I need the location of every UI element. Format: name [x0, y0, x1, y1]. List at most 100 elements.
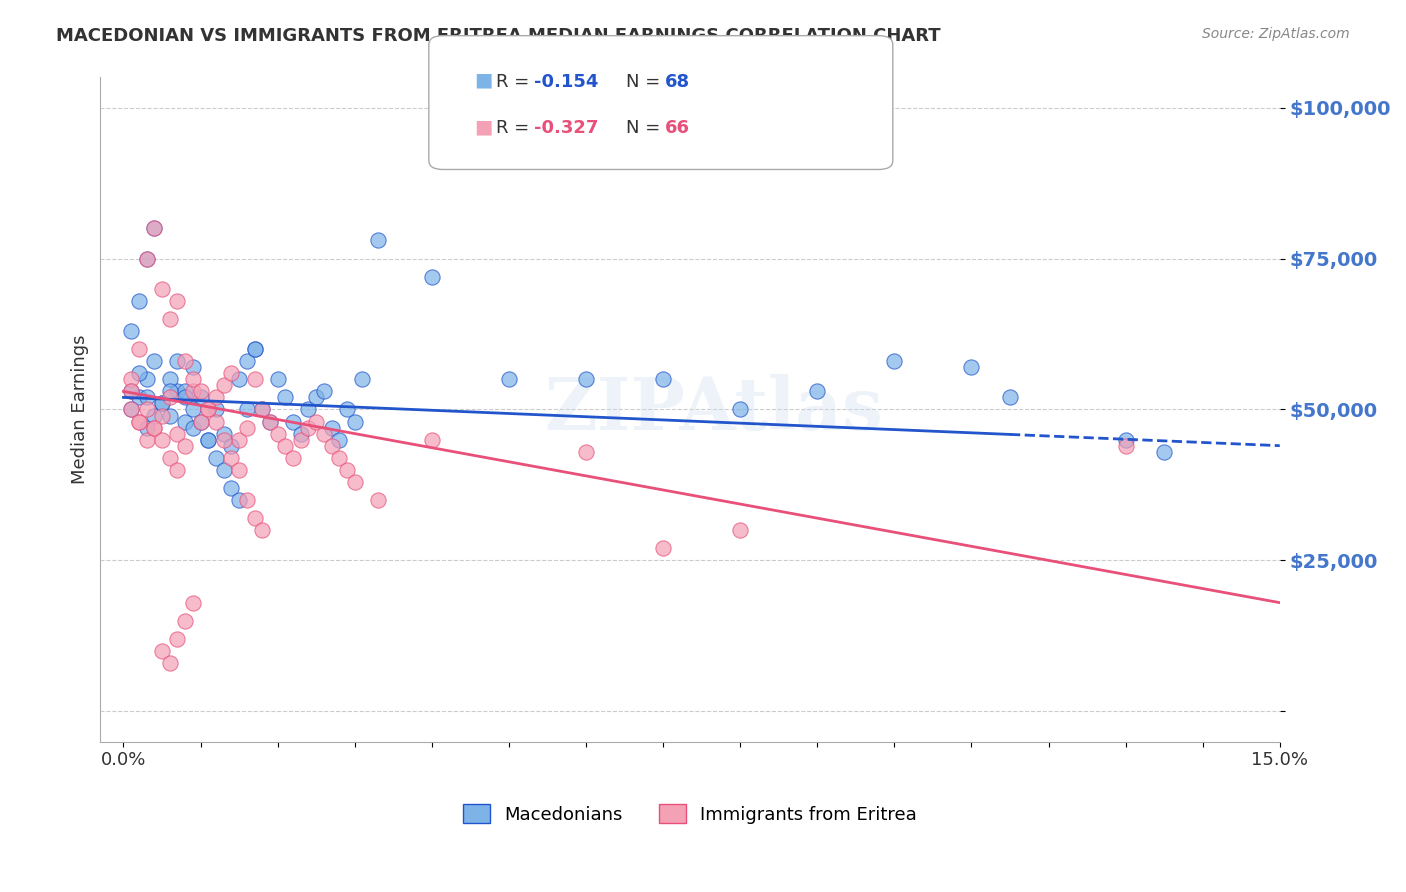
Point: [1115, 439, 1137, 453]
Point: [166, 354, 188, 368]
Point: [197, 402, 219, 417]
Point: [159, 384, 181, 399]
Point: [297, 402, 319, 417]
Point: [181, 402, 204, 417]
Point: [236, 420, 259, 434]
Point: [652, 541, 675, 556]
Point: [266, 372, 288, 386]
Point: [883, 354, 905, 368]
Point: [290, 433, 312, 447]
Point: [174, 391, 197, 405]
Point: [290, 426, 312, 441]
Point: [274, 391, 297, 405]
Point: [252, 402, 274, 417]
Point: [181, 360, 204, 375]
Point: [159, 372, 181, 386]
Point: [150, 644, 173, 658]
Text: ■: ■: [474, 70, 492, 90]
Point: [135, 372, 157, 386]
Point: [960, 360, 983, 375]
Text: MACEDONIAN VS IMMIGRANTS FROM ERITREA MEDIAN EARNINGS CORRELATION CHART: MACEDONIAN VS IMMIGRANTS FROM ERITREA ME…: [56, 27, 941, 45]
Text: -0.327: -0.327: [534, 120, 599, 137]
Point: [575, 372, 598, 386]
Y-axis label: Median Earnings: Median Earnings: [72, 334, 89, 484]
Point: [312, 384, 335, 399]
Point: [128, 415, 150, 429]
Point: [297, 420, 319, 434]
Point: [205, 415, 228, 429]
Point: [281, 415, 304, 429]
Point: [228, 372, 250, 386]
Point: [728, 523, 751, 537]
Point: [197, 433, 219, 447]
Point: [143, 354, 166, 368]
Point: [120, 324, 142, 338]
Point: [806, 384, 828, 399]
Point: [321, 439, 343, 453]
Point: [1153, 444, 1175, 458]
Point: [305, 391, 328, 405]
Text: ■: ■: [474, 117, 492, 136]
Point: [205, 402, 228, 417]
Point: [120, 384, 142, 399]
Point: [575, 444, 598, 458]
Point: [166, 384, 188, 399]
Point: [120, 372, 142, 386]
Text: N =: N =: [626, 73, 665, 91]
Point: [174, 354, 197, 368]
Point: [352, 372, 374, 386]
Point: [181, 384, 204, 399]
Point: [150, 396, 173, 410]
Point: [159, 312, 181, 326]
Point: [221, 366, 243, 380]
Point: [143, 221, 166, 235]
Point: [312, 426, 335, 441]
Point: [266, 426, 288, 441]
Text: Source: ZipAtlas.com: Source: ZipAtlas.com: [1202, 27, 1350, 41]
Point: [197, 433, 219, 447]
Point: [128, 415, 150, 429]
Point: [143, 221, 166, 235]
Point: [128, 391, 150, 405]
Text: R =: R =: [496, 73, 536, 91]
Text: 66: 66: [665, 120, 690, 137]
Point: [190, 415, 212, 429]
Point: [143, 420, 166, 434]
Point: [243, 372, 266, 386]
Point: [190, 391, 212, 405]
Point: [159, 450, 181, 465]
Point: [150, 433, 173, 447]
Point: [328, 450, 350, 465]
Point: [181, 372, 204, 386]
Point: [259, 415, 281, 429]
Text: 68: 68: [665, 73, 690, 91]
Point: [181, 420, 204, 434]
Point: [159, 656, 181, 670]
Point: [150, 396, 173, 410]
Point: [120, 402, 142, 417]
Point: [343, 475, 366, 489]
Point: [321, 420, 343, 434]
Point: [135, 252, 157, 266]
Point: [128, 342, 150, 356]
Point: [336, 463, 359, 477]
Point: [212, 433, 235, 447]
Point: [236, 354, 259, 368]
Text: -0.154: -0.154: [534, 73, 599, 91]
Point: [135, 252, 157, 266]
Point: [135, 402, 157, 417]
Point: [243, 342, 266, 356]
Point: [205, 450, 228, 465]
Point: [174, 415, 197, 429]
Point: [236, 402, 259, 417]
Point: [143, 409, 166, 423]
Point: [120, 402, 142, 417]
Point: [150, 409, 173, 423]
Point: [1115, 433, 1137, 447]
Point: [212, 378, 235, 392]
Point: [343, 415, 366, 429]
Point: [212, 463, 235, 477]
Point: [135, 420, 157, 434]
Point: [243, 511, 266, 525]
Point: [166, 426, 188, 441]
